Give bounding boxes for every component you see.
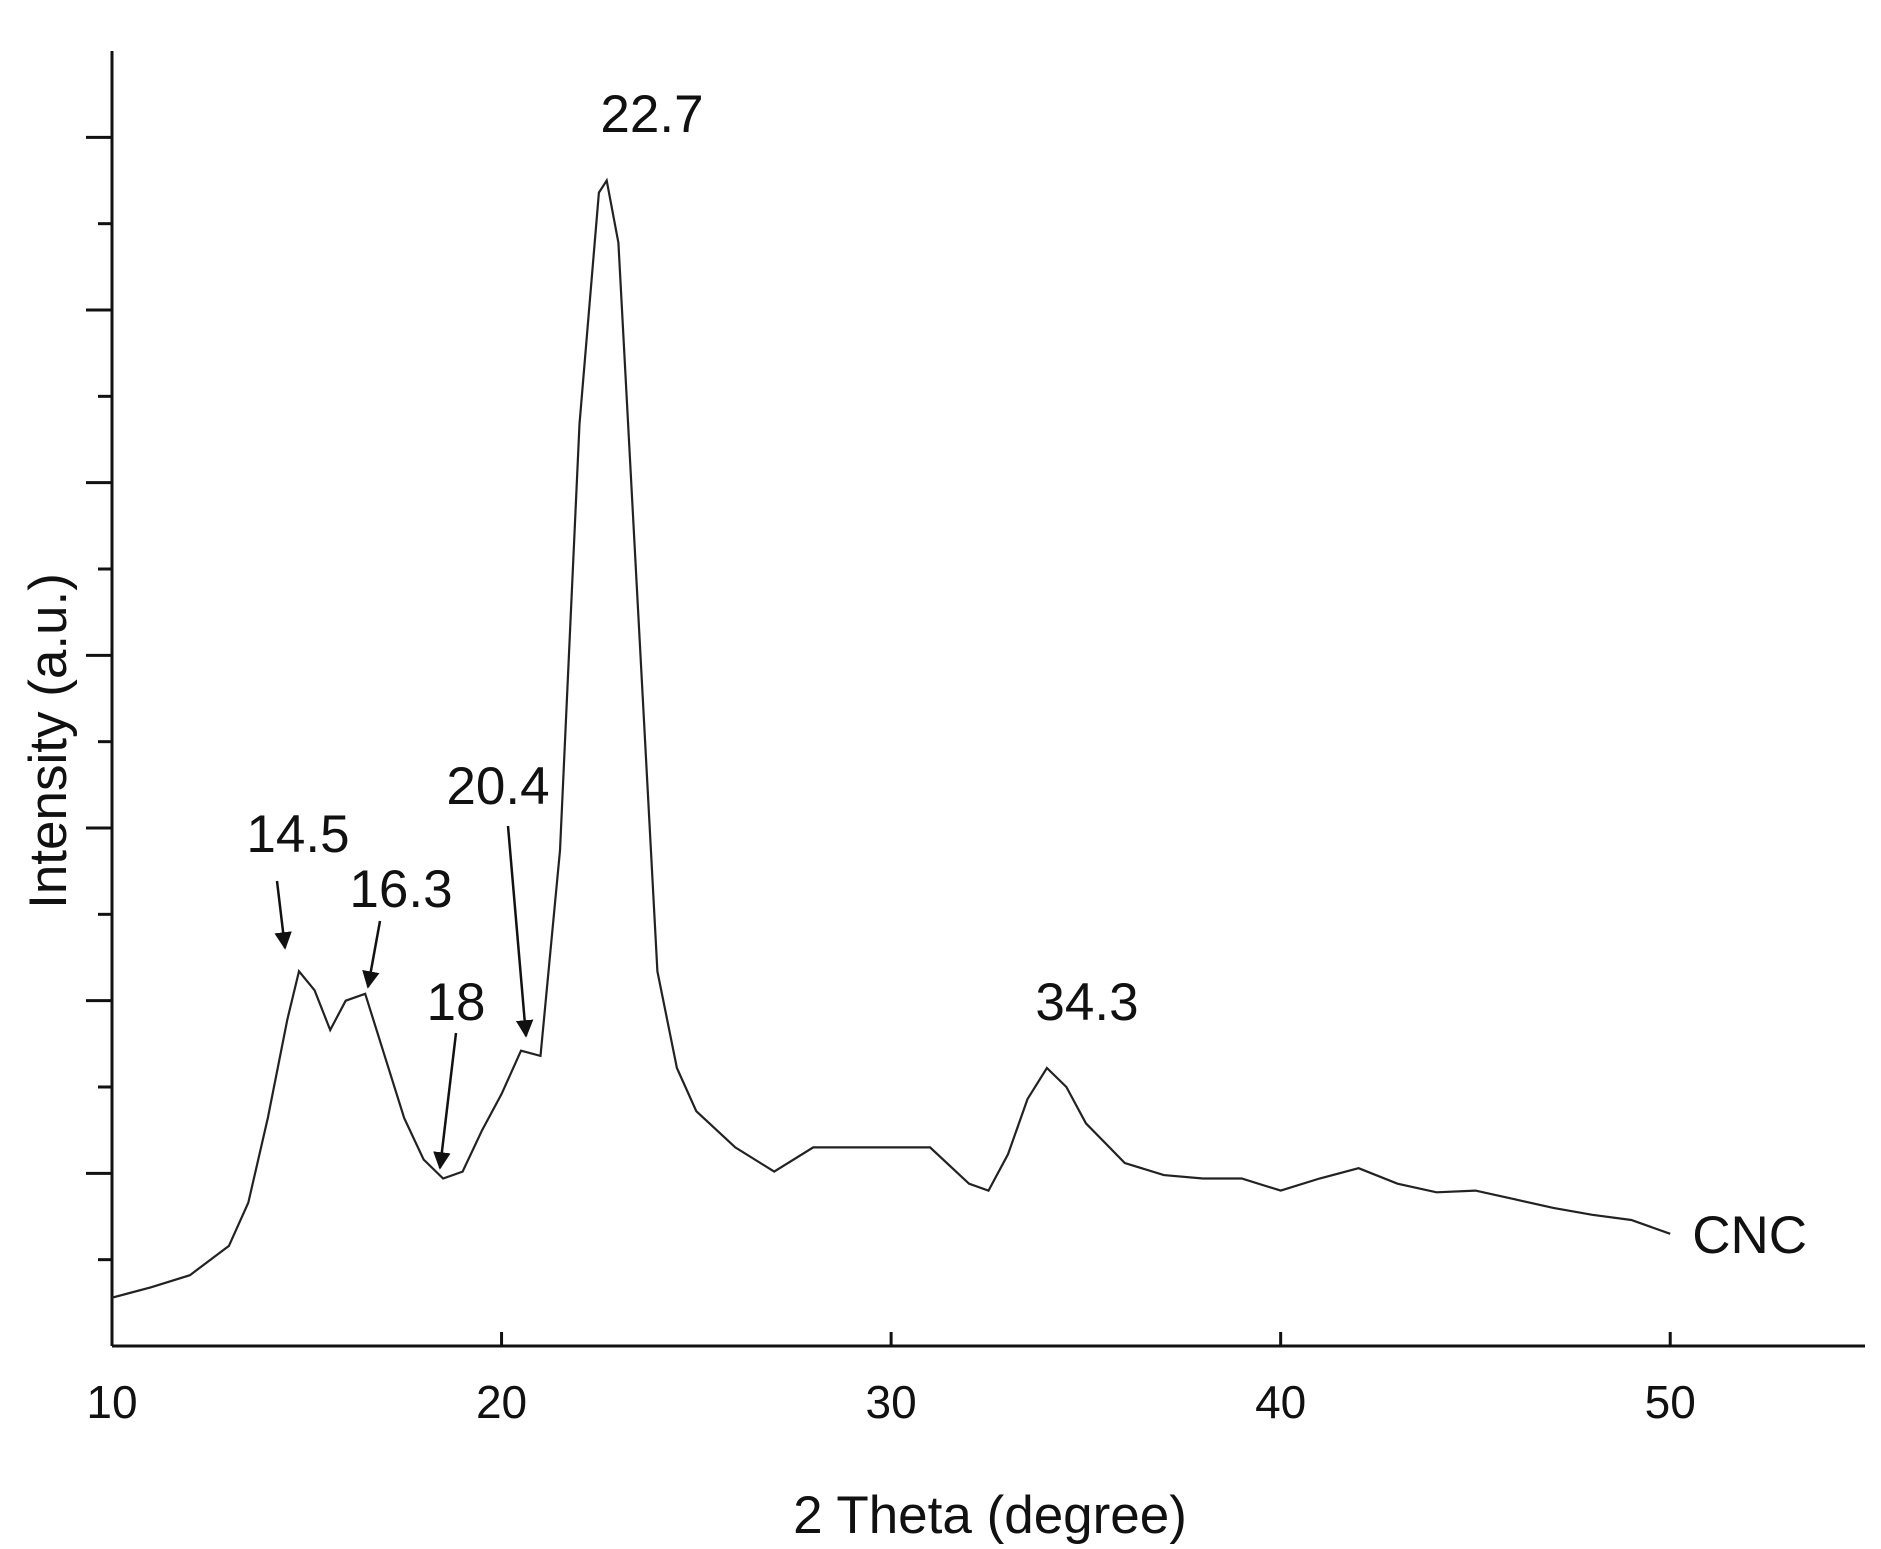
x-tick-label: 30 [866, 1376, 917, 1428]
x-tick-label: 50 [1645, 1376, 1696, 1428]
peak-arrow [433, 1032, 458, 1170]
x-tick-label: 40 [1255, 1376, 1306, 1428]
data-line [111, 177, 1671, 1299]
peak-label: 20.4 [446, 757, 549, 816]
peak-label: 34.3 [1035, 973, 1138, 1032]
x-tick-label: 10 [86, 1376, 137, 1428]
peak-arrow [362, 920, 382, 989]
peak-label: 18 [427, 973, 486, 1032]
x-tick-label: 20 [476, 1376, 527, 1428]
x-axis-label: 2 Theta (degree) [793, 1486, 1187, 1545]
peak-arrow [506, 825, 534, 1038]
peak-label: 14.5 [246, 805, 349, 864]
peak-label: 22.7 [600, 85, 703, 144]
peak-label: 16.3 [349, 860, 452, 919]
series-label: CNC [1692, 1206, 1807, 1265]
peak-arrow [274, 880, 292, 950]
y-axis-label: Intensity (a.u.) [19, 573, 78, 909]
